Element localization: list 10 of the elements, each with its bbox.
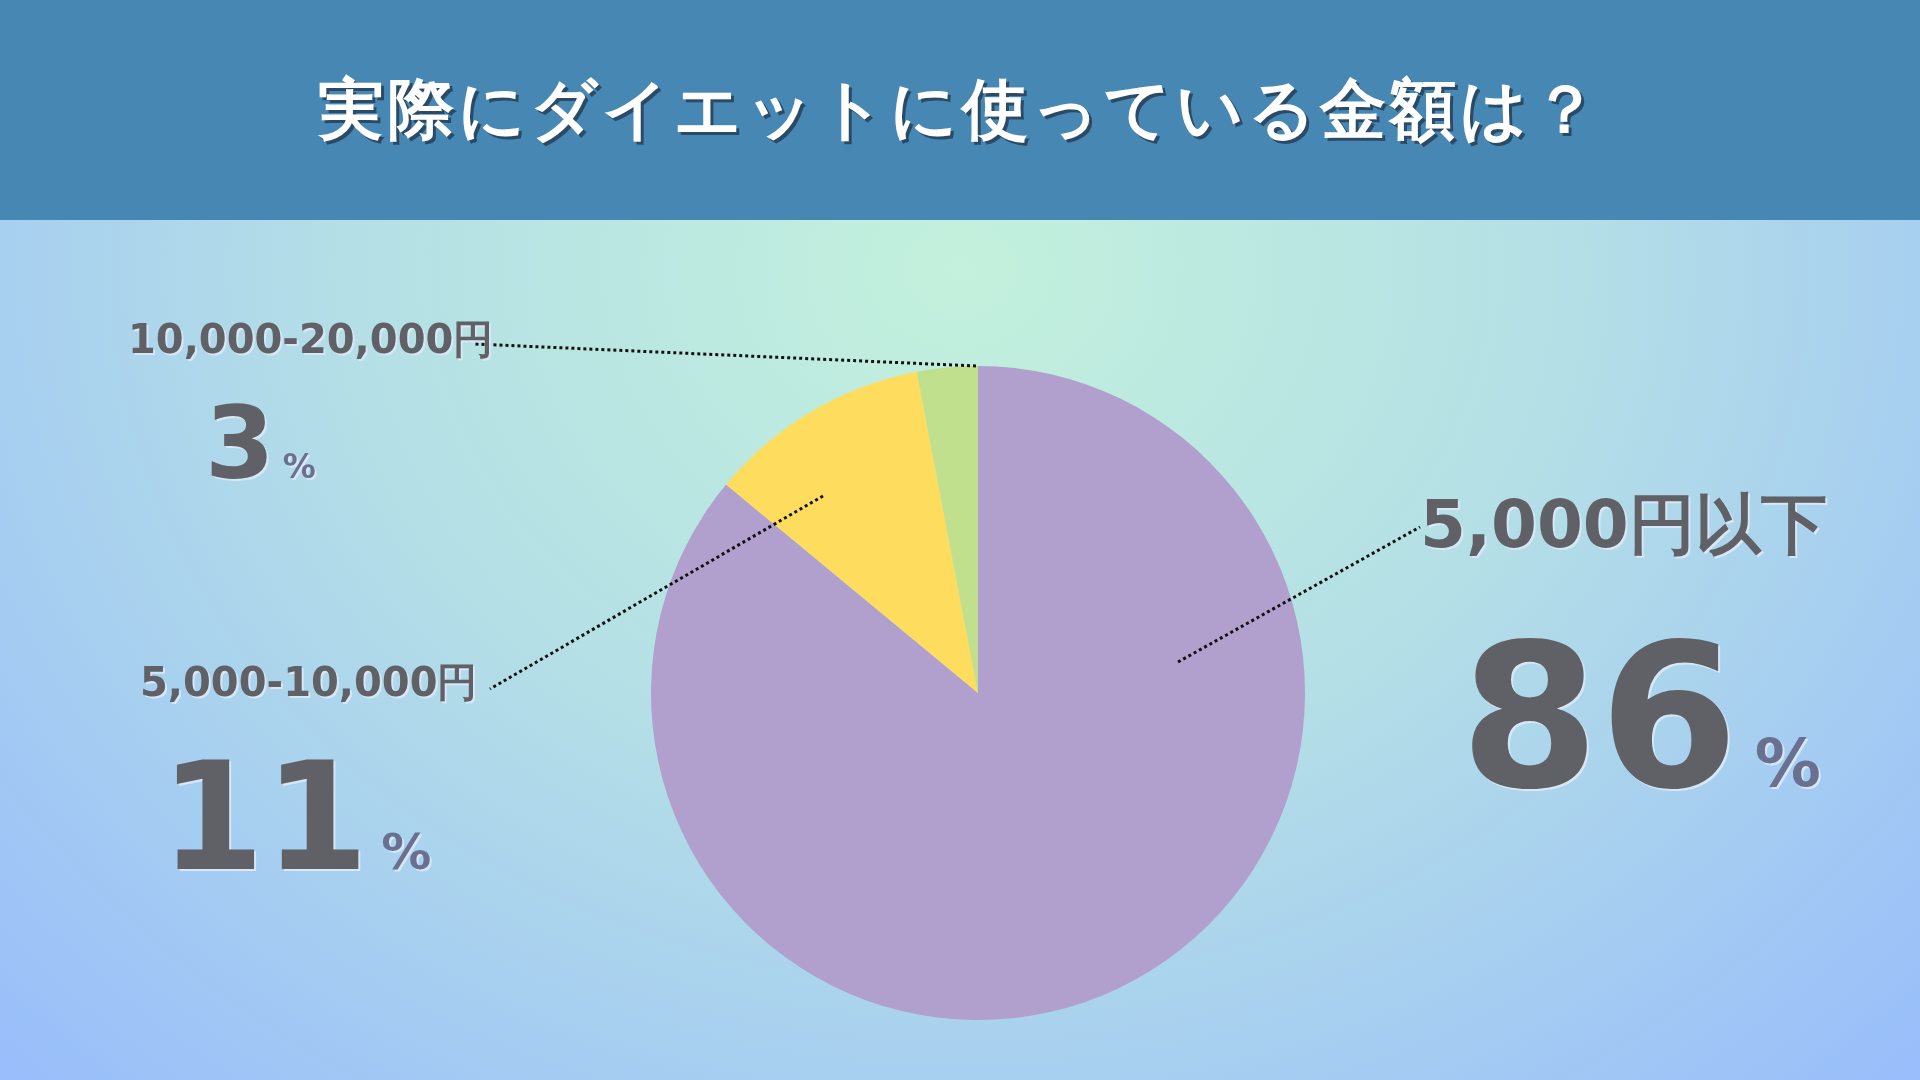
data-label: 3%: [205, 385, 316, 502]
pie-slice: [651, 366, 1305, 1020]
slice-label: 5,000-10,000円: [140, 658, 478, 707]
pie-slice: [726, 371, 978, 693]
pie-slice: [916, 366, 978, 693]
slice-label: 5,000円以下: [1420, 485, 1827, 565]
slice-label: 10,000-20,000円: [128, 315, 494, 364]
data-label: 86%: [1460, 600, 1821, 833]
data-label: 11%: [160, 730, 432, 904]
chart-title: 実際にダイエットに使っている金額は？: [318, 70, 1602, 150]
